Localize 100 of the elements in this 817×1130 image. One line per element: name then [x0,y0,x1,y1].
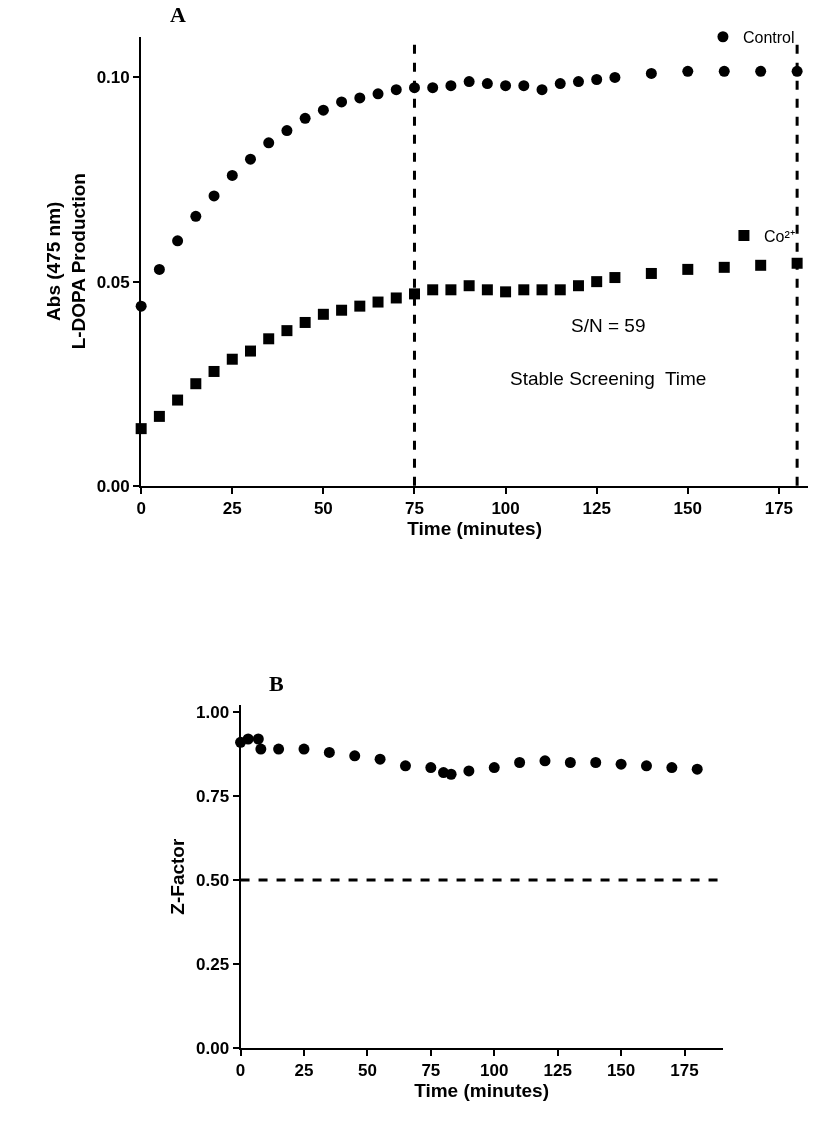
point [427,284,439,296]
x-tick-label: 25 [294,1061,314,1081]
x-tick-label: 75 [405,499,424,519]
point [518,80,530,92]
y-axis-title: Z-Factor [167,838,189,915]
point [640,760,652,772]
point [226,353,238,365]
point [153,263,165,275]
point [390,84,402,96]
x-tick-label: 100 [480,1061,509,1081]
point [591,276,603,288]
y-tick-label: 0.75 [196,787,230,807]
point [390,292,402,304]
x-tick-label: 175 [764,499,794,519]
point [609,272,621,284]
point [590,757,602,768]
point [336,96,348,108]
point [263,333,275,345]
annotation: S/N = 59 [571,315,646,336]
x-tick-label: 175 [670,1061,699,1081]
x-tick-label: 100 [491,499,520,519]
point [755,65,767,77]
point [691,763,703,775]
point [645,267,657,279]
point [374,753,386,765]
x-tick-label: 0 [136,499,146,519]
point [242,733,254,745]
point [190,210,202,222]
point [336,304,348,316]
point [554,284,566,296]
point [427,82,439,94]
point [226,169,238,181]
point [500,80,512,92]
point [372,88,384,100]
point [172,235,184,247]
point [354,300,366,312]
point [718,65,730,77]
point [518,284,530,296]
point [208,190,220,202]
point [255,743,267,755]
y-tick-label: 0.00 [96,476,130,496]
x-tick-label: 125 [582,499,611,519]
point [425,762,437,774]
point [273,743,285,755]
point [755,259,767,271]
point [445,80,457,92]
point [564,757,576,768]
point [153,410,165,422]
point [190,378,202,390]
point [299,112,311,124]
legend-label: Co²⁺ [763,227,795,245]
point [481,284,493,296]
point [463,280,475,292]
point [615,758,627,770]
point [572,76,584,88]
y-tick-label: 0.05 [96,272,130,292]
x-tick-label: 50 [313,499,333,519]
point [372,296,384,308]
point [488,762,500,774]
point [481,78,493,90]
x-tick-label: 75 [421,1061,441,1081]
point [252,733,264,745]
point [445,284,457,296]
point [281,325,293,337]
y-tick-label: 0.25 [196,954,230,974]
point [536,284,548,296]
point [539,755,551,767]
point [317,104,329,116]
point [298,743,310,755]
x-tick-label: 0 [235,1061,246,1081]
point [666,762,678,774]
point [645,67,657,79]
point [500,286,512,298]
point [536,84,548,96]
point [349,750,361,762]
x-axis-title: Time (minutes) [414,1080,549,1102]
point [244,345,256,357]
y-tick-label: 1.00 [196,703,230,723]
point [463,76,475,88]
point [323,746,335,758]
y-axis-title: Abs (475 nm) L-DOPA Production [43,173,90,350]
point [554,78,566,90]
x-tick-label: 50 [357,1061,377,1081]
point [281,125,293,137]
point [682,65,694,77]
point [172,394,184,406]
point [718,261,730,273]
point [445,768,457,780]
chart-title: A [170,2,186,27]
x-tick-label: 150 [606,1061,636,1081]
point [399,760,411,772]
annotation: Stable Screening Time [510,368,707,389]
point [354,92,366,104]
point [263,137,275,149]
y-tick-label: 0.50 [196,870,230,890]
point [245,153,256,165]
point [591,74,603,85]
x-axis-title: Time (minutes) [407,518,542,540]
point [463,765,475,777]
y-tick-label: 0.10 [96,68,130,88]
